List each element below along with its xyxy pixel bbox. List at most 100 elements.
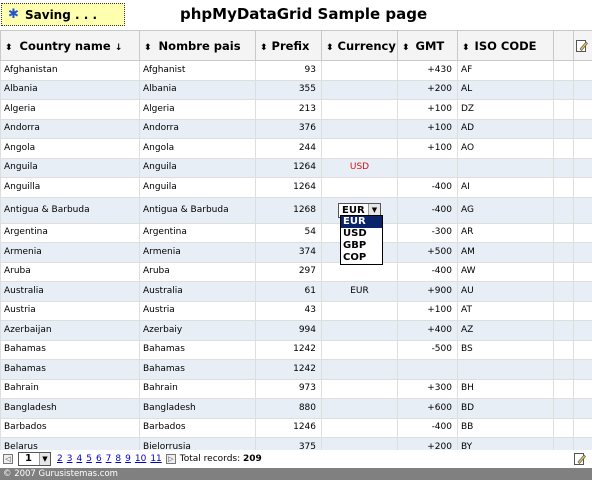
table-row[interactable]: Australia Australia 61 EUR +900 AU [0, 281, 592, 302]
cell-currency[interactable] [321, 417, 398, 438]
cell-country-name[interactable]: Algeria [0, 99, 140, 120]
cell-prefix[interactable]: 297 [255, 261, 322, 282]
cell-nombre-pais[interactable]: Antigua & Barbuda [139, 196, 256, 224]
currency-dropdown-list[interactable]: EUR USD GBP COP [340, 215, 383, 265]
table-row[interactable]: Anguilla Anguila 1264 -400 AI [0, 177, 592, 198]
cell-country-name[interactable]: Armenia [0, 242, 140, 263]
currency-option[interactable]: COP [343, 252, 367, 263]
page-link[interactable]: 6 [95, 454, 102, 464]
table-row[interactable]: Afghanistan Afghanist 93 +430 AF [0, 60, 592, 81]
cell-gmt[interactable]: -400 [397, 196, 458, 224]
cell-iso-code[interactable]: BH [457, 378, 554, 399]
table-row[interactable]: Barbados Barbados 1246 -400 BB [0, 417, 592, 438]
page-select[interactable]: 1 ▼ [18, 452, 51, 466]
page-link[interactable]: 10 [134, 454, 147, 464]
cell-gmt[interactable]: +430 [397, 60, 458, 81]
cell-gmt[interactable] [397, 157, 458, 178]
cell-iso-code[interactable]: AR [457, 222, 554, 243]
table-row[interactable]: Andorra Andorra 376 +100 AD [0, 118, 592, 139]
table-row[interactable]: Austria Austria 43 +100 AT [0, 300, 592, 321]
cell-iso-code[interactable]: AF [457, 60, 554, 81]
cell-prefix[interactable]: 374 [255, 242, 322, 263]
page-link[interactable]: 2 [57, 454, 63, 464]
cell-prefix[interactable]: 376 [255, 118, 322, 139]
table-row[interactable]: Aruba Aruba 297 -400 AW [0, 261, 592, 282]
chevron-down-icon[interactable]: ▼ [368, 203, 380, 217]
page-link[interactable]: 5 [86, 454, 92, 464]
cell-currency[interactable] [321, 339, 398, 360]
next-page-icon[interactable]: ▷ [165, 454, 176, 464]
cell-nombre-pais[interactable]: Bahamas [139, 339, 256, 360]
cell-iso-code[interactable]: AT [457, 300, 554, 321]
table-row[interactable]: Bahrain Bahrain 973 +300 BH [0, 378, 592, 399]
cell-prefix[interactable]: 1246 [255, 417, 322, 438]
cell-currency[interactable] [321, 398, 398, 419]
currency-option[interactable]: USD [343, 228, 367, 239]
cell-iso-code[interactable]: AD [457, 118, 554, 139]
cell-prefix[interactable]: 994 [255, 320, 322, 341]
cell-gmt[interactable]: -400 [397, 261, 458, 282]
cell-nombre-pais[interactable]: Argentina [139, 222, 256, 243]
column-header-prefix[interactable]: ⬍ Prefix [255, 30, 322, 61]
cell-gmt[interactable]: -300 [397, 222, 458, 243]
cell-gmt[interactable]: +100 [397, 138, 458, 159]
currency-select[interactable]: EUR ▼ [338, 202, 381, 218]
page-link[interactable]: 7 [105, 454, 112, 464]
page-link[interactable]: 11 [150, 454, 162, 464]
cell-country-name[interactable]: Afghanistan [0, 60, 140, 81]
table-row[interactable]: Azerbaijan Azerbaiy 994 +400 AZ [0, 320, 592, 341]
table-row[interactable]: Albania Albania 355 +200 AL [0, 79, 592, 100]
cell-nombre-pais[interactable]: Aruba [139, 261, 256, 282]
currency-option[interactable]: GBP [343, 240, 367, 251]
table-row[interactable]: Bahamas Bahamas 1242 -500 BS [0, 339, 592, 360]
cell-currency[interactable] [321, 177, 398, 198]
table-row[interactable]: Argentina Argentina 54 -300 AR [0, 222, 592, 243]
cell-prefix[interactable]: 1268 [255, 196, 322, 224]
cell-currency[interactable] [321, 359, 398, 380]
cell-nombre-pais[interactable]: Andorra [139, 118, 256, 139]
sort-arrows-icon[interactable]: ⬍ [260, 42, 268, 53]
cell-prefix[interactable]: 1242 [255, 339, 322, 360]
cell-iso-code[interactable]: AL [457, 79, 554, 100]
cell-currency[interactable] [321, 118, 398, 139]
cell-iso-code[interactable] [457, 359, 554, 380]
cell-iso-code[interactable]: AU [457, 281, 554, 302]
table-row[interactable]: Algeria Algeria 213 +100 DZ [0, 99, 592, 120]
cell-nombre-pais[interactable]: Anguila [139, 157, 256, 178]
cell-currency[interactable] [321, 79, 398, 100]
cell-prefix[interactable]: 880 [255, 398, 322, 419]
cell-currency[interactable] [321, 99, 398, 120]
cell-prefix[interactable]: 54 [255, 222, 322, 243]
cell-country-name[interactable]: Australia [0, 281, 140, 302]
cell-country-name[interactable]: Barbados [0, 417, 140, 438]
cell-gmt[interactable]: +900 [397, 281, 458, 302]
cell-iso-code[interactable]: BB [457, 417, 554, 438]
cell-country-name[interactable]: Bangladesh [0, 398, 140, 419]
column-header-currency[interactable]: ⬍ Currency [321, 30, 398, 61]
cell-nombre-pais[interactable]: Angola [139, 138, 256, 159]
cell-nombre-pais[interactable]: Anguila [139, 177, 256, 198]
cell-nombre-pais[interactable]: Bangladesh [139, 398, 256, 419]
cell-prefix[interactable]: 355 [255, 79, 322, 100]
cell-country-name[interactable]: Aruba [0, 261, 140, 282]
cell-iso-code[interactable]: BS [457, 339, 554, 360]
currency-option[interactable]: EUR [341, 216, 382, 228]
cell-country-name[interactable]: Bahamas [0, 359, 140, 380]
cell-iso-code[interactable]: AO [457, 138, 554, 159]
cell-nombre-pais[interactable]: Afghanist [139, 60, 256, 81]
cell-nombre-pais[interactable]: Algeria [139, 99, 256, 120]
cell-nombre-pais[interactable]: Azerbaiy [139, 320, 256, 341]
cell-prefix[interactable]: 61 [255, 281, 322, 302]
edit-page-icon[interactable] [574, 452, 586, 466]
cell-gmt[interactable]: +500 [397, 242, 458, 263]
cell-gmt[interactable]: +300 [397, 378, 458, 399]
cell-country-name[interactable]: Angola [0, 138, 140, 159]
cell-iso-code[interactable]: AM [457, 242, 554, 263]
cell-country-name[interactable]: Antigua & Barbuda [0, 196, 140, 224]
cell-iso-code[interactable]: AG [457, 196, 554, 224]
cell-prefix[interactable]: 244 [255, 138, 322, 159]
cell-currency[interactable]: USD [321, 157, 398, 178]
cell-currency[interactable]: EUR [321, 281, 398, 302]
cell-iso-code[interactable]: AI [457, 177, 554, 198]
cell-gmt[interactable]: +400 [397, 320, 458, 341]
